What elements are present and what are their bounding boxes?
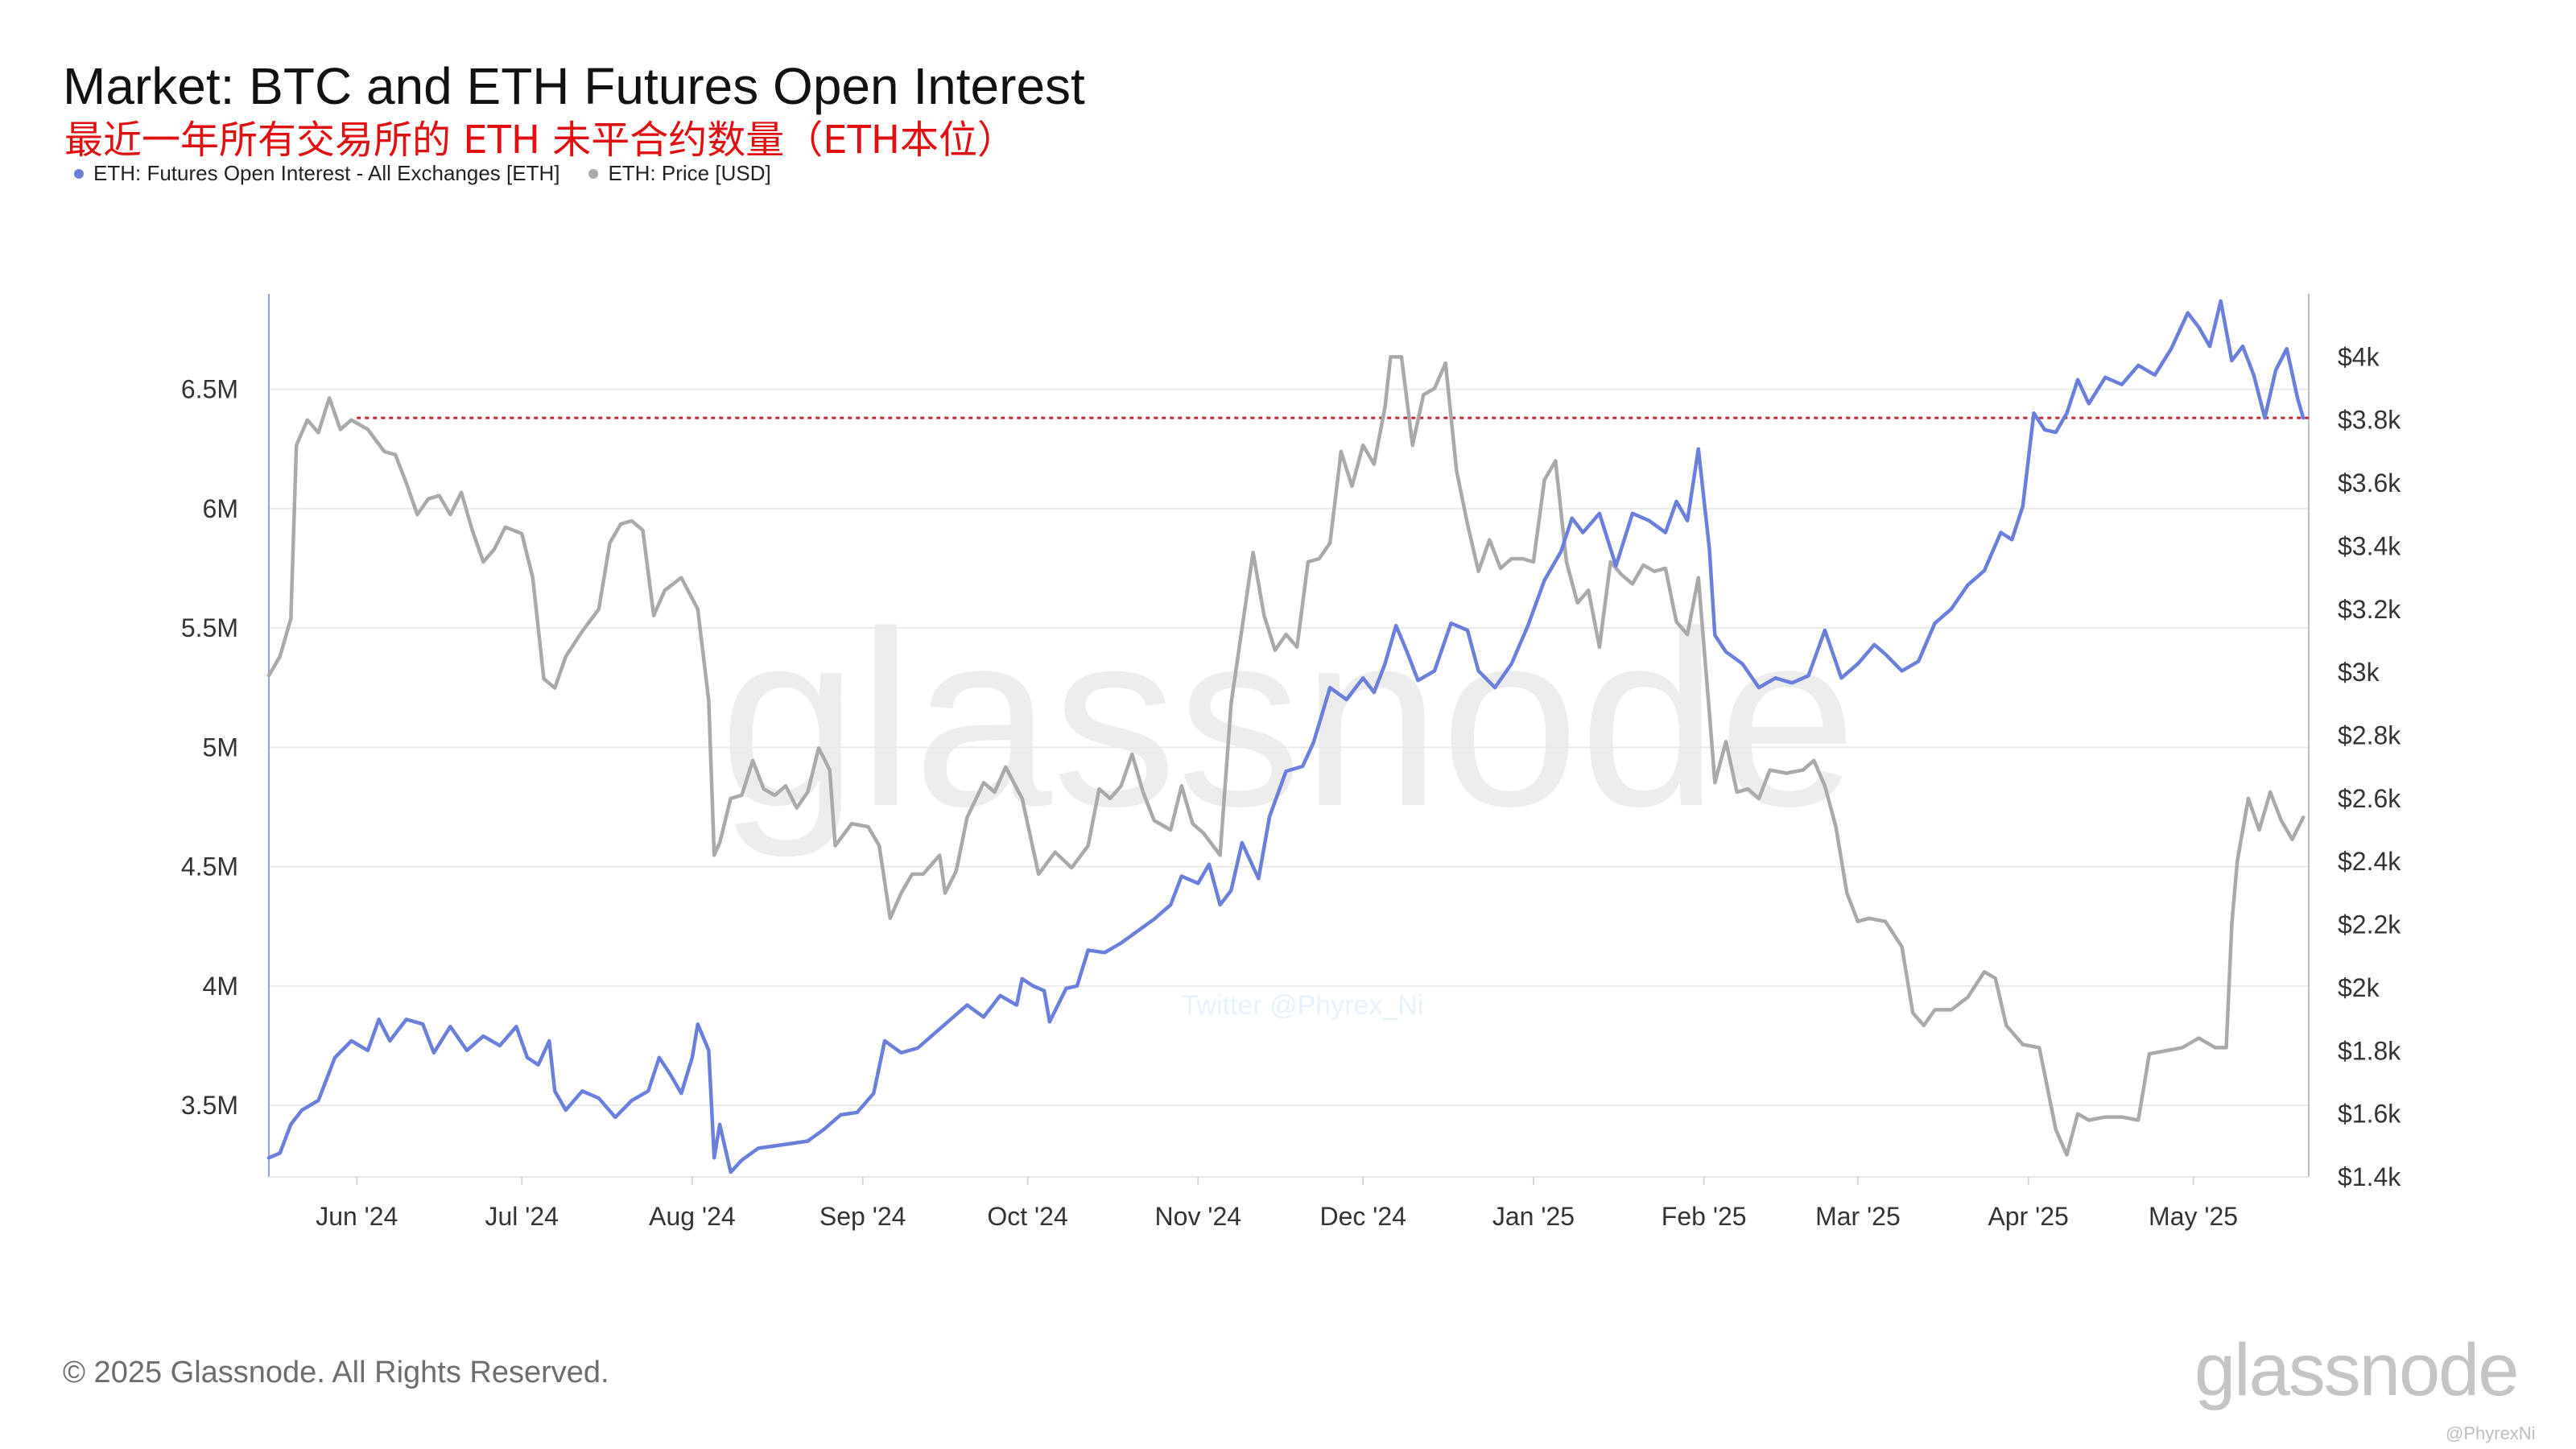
y-right-tick-label: $1.6k [2338,1100,2401,1129]
gridlines [269,388,2309,1107]
y-right-tick-label: $2k [2338,973,2380,1002]
y-right-tick-label: $1.8k [2338,1036,2401,1065]
x-tick-label: Aug '24 [649,1202,736,1231]
y-right-tick-label: $2.2k [2338,910,2401,939]
y-left-tick-label: 4.5M [181,852,238,881]
y-axis-left-ticks: 3.5M 4M 4.5M 5M 5.5M 6M 6.5M [181,375,238,1120]
y-left-tick-label: 5.5M [181,613,238,642]
y-right-tick-label: $2.8k [2338,721,2401,750]
y-axis-right-ticks: $1.4k $1.6k $1.8k $2k $2.2k $2.4k $2.6k $2.8k $3… [2338,342,2401,1191]
y-right-tick-label: $2.4k [2338,847,2401,876]
x-tick-label: Jan '25 [1492,1202,1575,1231]
brand-logo: glassnode [2194,1329,2519,1411]
legend-dot-price [588,168,599,179]
series-line-open-interest [266,299,2306,1174]
y-left-tick-label: 5M [203,733,238,762]
y-left-tick-label: 4M [203,972,238,1001]
legend-label-open-interest: ETH: Futures Open Interest - All Exchang… [93,161,560,185]
x-tick-label: Oct '24 [987,1202,1067,1231]
y-left-tick-label: 6M [203,494,238,523]
y-left-tick-label: 6.5M [181,375,238,404]
legend-item-price[interactable]: ETH: Price [USD] [588,161,771,186]
x-tick-label: May '25 [2149,1202,2238,1231]
y-left-tick-label: 3.5M [181,1091,238,1120]
x-axis-ticks: Jun '24 Jul '24 Aug '24 Sep '24 Oct '24 Nov '… [316,1177,2238,1231]
x-tick-label: Jul '24 [485,1202,559,1231]
series-line-price [266,355,2306,1157]
axes [268,294,2310,1178]
chart-subtitle: 最近一年所有交易所的 ETH 未平合约数量（ETH本位） [64,118,1017,163]
series-group [266,299,2306,1174]
x-tick-label: Feb '25 [1662,1202,1747,1231]
x-tick-label: Nov '24 [1155,1202,1242,1231]
y-right-tick-label: $3k [2338,658,2380,687]
x-tick-label: Mar '25 [1815,1202,1901,1231]
chart-title: Market: BTC and ETH Futures Open Interes… [63,57,1085,115]
x-tick-label: Sep '24 [819,1202,906,1231]
legend: ETH: Futures Open Interest - All Exchang… [74,161,771,186]
y-right-tick-label: $3.6k [2338,469,2401,497]
legend-dot-open-interest [74,168,84,179]
credit: @PhyrexNi [2446,1423,2536,1443]
x-tick-label: Apr '25 [1988,1202,2068,1231]
y-right-tick-label: $4k [2338,342,2380,371]
y-right-tick-label: $2.6k [2338,784,2401,813]
legend-item-open-interest[interactable]: ETH: Futures Open Interest - All Exchang… [74,161,559,186]
y-right-tick-label: $3.8k [2338,406,2401,435]
y-right-tick-label: $3.2k [2338,595,2401,624]
y-right-tick-label: $1.4k [2338,1162,2401,1191]
x-tick-label: Dec '24 [1319,1202,1406,1231]
y-right-tick-label: $3.4k [2338,531,2401,560]
copyright: © 2025 Glassnode. All Rights Reserved. [63,1356,609,1389]
x-tick-label: Jun '24 [316,1202,398,1231]
overlay-text: Twitter @Phyrex_Ni [1182,990,1424,1021]
legend-label-price: ETH: Price [USD] [608,161,771,185]
watermark: glassnode [719,579,1856,860]
